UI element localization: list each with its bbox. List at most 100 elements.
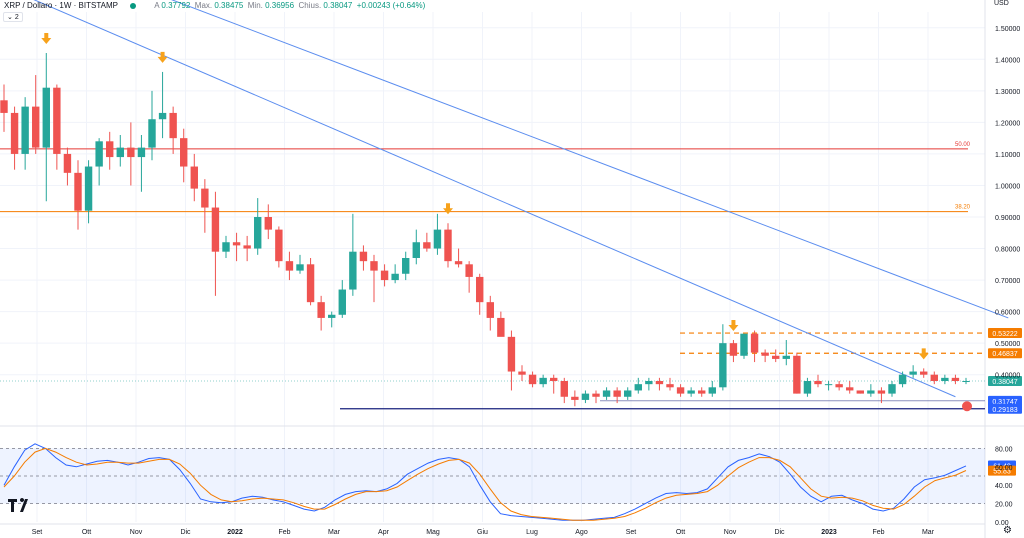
price-tag — [988, 376, 1022, 386]
candle-body — [930, 374, 938, 381]
down-arrow-icon — [728, 320, 739, 331]
time-axis-tick: 2022 — [227, 529, 243, 536]
candle-body — [782, 355, 790, 359]
down-arrow-icon — [918, 348, 929, 360]
fib-level-label: 38.20 — [955, 205, 971, 211]
time-axis-tick: Set — [32, 529, 43, 536]
price-axis-tick: 0.50000 — [995, 341, 1020, 348]
candle-body — [433, 229, 442, 249]
candle-body — [528, 374, 537, 385]
candle-body — [21, 106, 29, 154]
candle-body — [634, 384, 642, 391]
candle-body — [158, 112, 167, 120]
candle-body — [708, 387, 716, 394]
price-axis-tick: 1.20000 — [995, 120, 1020, 127]
time-axis-tick: Mag — [426, 529, 440, 536]
candle-body — [920, 371, 928, 375]
price-tag — [988, 403, 1022, 414]
time-axis-tick: Ott — [676, 529, 685, 536]
time-axis-tick: Ago — [575, 529, 588, 536]
candle-body — [328, 314, 336, 318]
candle-body — [349, 251, 357, 290]
candle-body — [243, 245, 251, 249]
candle-body — [592, 393, 600, 397]
candle-body — [10, 112, 19, 154]
candle-body — [518, 371, 526, 375]
candle-body — [454, 261, 463, 265]
candle-body — [148, 119, 156, 148]
candle-body — [655, 381, 664, 385]
time-axis-tick: Dic — [774, 529, 785, 536]
visibility-icon[interactable] — [130, 2, 137, 9]
candle-body — [539, 377, 547, 385]
candle-body — [803, 381, 812, 394]
candle-body — [750, 333, 759, 353]
candle-body — [877, 390, 886, 394]
candle-body — [465, 264, 473, 277]
time-axis-tick: Mar — [328, 529, 341, 536]
price-tag-label: 0.38047 — [992, 379, 1017, 386]
candle-body — [0, 100, 8, 113]
time-axis-tick: Mar — [922, 529, 935, 536]
candle-body — [550, 377, 558, 381]
time-axis-tick: 2023 — [821, 529, 837, 536]
oscillator-value-label: 55.83 — [993, 469, 1011, 476]
candle-body — [761, 352, 769, 356]
down-arrow-icon — [41, 33, 52, 44]
settings-gear-icon[interactable]: ⚙ — [1003, 525, 1012, 536]
oscillator-axis-tick: 20.00 — [995, 502, 1013, 509]
candle-body — [201, 188, 209, 208]
candle-body — [423, 242, 431, 249]
price-axis-tick: 1.40000 — [995, 57, 1020, 64]
oscillator-value-tag — [988, 465, 1016, 476]
candle-body — [254, 217, 262, 249]
time-axis-tick: Dic — [180, 529, 191, 536]
oscillator-axis-tick: 0.00 — [995, 520, 1009, 527]
candle-body — [391, 273, 399, 281]
candle-body — [53, 87, 61, 154]
candle-body — [222, 242, 230, 252]
candle-body — [275, 229, 283, 262]
candle-body — [814, 381, 822, 385]
candle-body — [951, 377, 960, 381]
price-axis-tick: 0.60000 — [995, 310, 1020, 317]
time-axis-tick: Feb — [872, 529, 884, 536]
stoch-d-line — [3, 447, 967, 521]
candle-body — [497, 317, 505, 337]
candle-body — [211, 207, 220, 252]
candle-body — [898, 374, 907, 385]
currency-label[interactable]: USD — [994, 0, 1009, 7]
candle-body — [285, 261, 294, 271]
candle-body — [338, 289, 346, 315]
candle-body — [729, 343, 738, 356]
symbol-label[interactable]: XRP / Dollaro · 1W · BITSTAMP — [4, 1, 118, 10]
candle-body — [676, 387, 685, 394]
candle-body — [560, 381, 568, 397]
candle-body — [719, 343, 727, 388]
candle-body — [402, 258, 410, 274]
candle-body — [116, 147, 124, 158]
candle-body — [835, 384, 843, 388]
candle-body — [645, 381, 653, 385]
candle-body — [63, 153, 72, 173]
candle-body — [824, 384, 833, 386]
price-axis-tick: 0.70000 — [995, 278, 1020, 285]
candle-body — [909, 371, 917, 375]
candle-body — [380, 270, 389, 281]
time-axis-tick: Giu — [477, 529, 488, 536]
price-tag-label: 0.46837 — [992, 351, 1017, 358]
candle-body — [856, 390, 864, 394]
candle-body — [106, 141, 114, 158]
candle-body — [137, 147, 146, 158]
legend-collapse-button[interactable]: ⌄ 2 — [3, 12, 23, 22]
candle-body — [370, 261, 378, 271]
candle-body — [698, 390, 706, 394]
event-flag-icon — [962, 401, 972, 412]
candle-body — [359, 251, 368, 262]
candle-body — [507, 336, 516, 372]
candle-body — [888, 384, 896, 394]
oscillator-axis-tick: 60.00 — [995, 465, 1013, 472]
candle-body — [74, 172, 82, 211]
price-axis-tick: 0.40000 — [995, 373, 1020, 380]
